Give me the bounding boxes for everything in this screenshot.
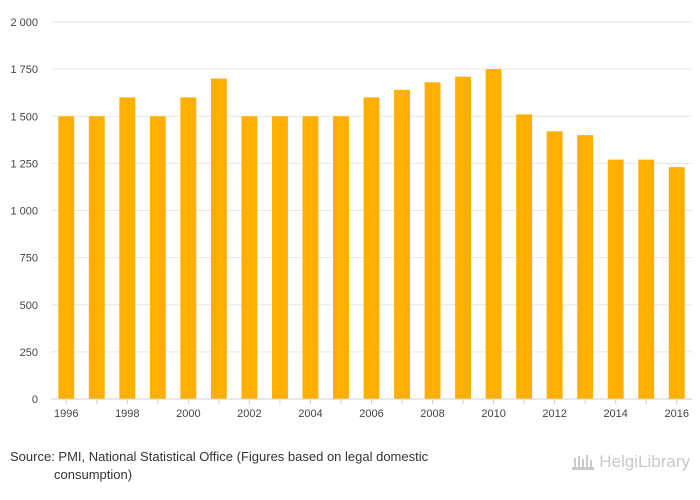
x-tick-label: 2014 xyxy=(603,408,627,420)
bar-2014 xyxy=(607,159,624,399)
logo-text: HelgiLibrary xyxy=(599,452,690,471)
x-tick-label: 2006 xyxy=(359,408,383,420)
x-tick-label: 1998 xyxy=(115,408,139,420)
x-tick-label: 2010 xyxy=(481,408,505,420)
bar-1999 xyxy=(149,116,166,399)
bar-2005 xyxy=(333,116,349,399)
bar-2012 xyxy=(546,131,563,399)
bar-2015 xyxy=(638,159,655,399)
bars xyxy=(58,69,685,400)
library-building-icon xyxy=(572,455,595,470)
y-tick-label: 500 xyxy=(20,300,38,312)
x-tick-label: 2008 xyxy=(420,408,444,420)
bar-2003 xyxy=(271,116,288,399)
x-tick-label: 2016 xyxy=(664,408,688,420)
bar-1997 xyxy=(88,116,105,399)
source-note: Source: PMI, National Statistical Office… xyxy=(10,448,480,484)
y-axis-labels: 0 250 500 750 1 000 1 250 1 500 1 750 2 000 xyxy=(10,17,38,406)
y-tick-label: 1 500 xyxy=(10,111,38,123)
y-tick-label: 250 xyxy=(20,347,38,359)
bar-2000 xyxy=(180,97,197,400)
bar-2006 xyxy=(363,97,380,400)
bar-chart: 0 250 500 750 1 000 1 250 1 500 1 750 2 000 1996… xyxy=(10,17,692,420)
bar-2013 xyxy=(577,135,594,399)
bar-2007 xyxy=(394,89,410,400)
bar-2008 xyxy=(424,82,441,399)
bar-2011 xyxy=(516,114,533,400)
y-tick-label: 2 000 xyxy=(10,17,38,29)
bar-2009 xyxy=(455,76,472,399)
bar-2010 xyxy=(485,69,502,399)
x-tick-label: 2004 xyxy=(298,408,322,420)
y-tick-label: 1 250 xyxy=(10,158,38,170)
source-line-2: consumption) xyxy=(54,467,133,482)
x-tick-label: 2012 xyxy=(542,408,566,420)
x-axis: 1996 1998 2000 2002 2004 2006 2008 2010 2012 2014… xyxy=(51,398,692,420)
bar-2002 xyxy=(241,116,258,399)
x-tick-label: 2002 xyxy=(237,408,261,420)
x-tick-label: 1996 xyxy=(54,408,78,420)
source-line-1: Source: PMI, National Statistical Office… xyxy=(10,449,429,464)
y-tick-label: 750 xyxy=(20,253,38,265)
y-tick-label: 0 xyxy=(32,394,38,406)
bar-1998 xyxy=(119,97,136,400)
y-tick-label: 1 750 xyxy=(10,64,38,76)
x-tick-label: 2000 xyxy=(176,408,200,420)
helgi-library-logo: HelgiLibrary xyxy=(571,452,690,472)
bar-2001 xyxy=(210,78,227,400)
bar-1996 xyxy=(58,116,75,399)
y-tick-label: 1 000 xyxy=(10,206,38,218)
bar-2004 xyxy=(302,116,319,399)
bar-2016 xyxy=(668,167,685,399)
